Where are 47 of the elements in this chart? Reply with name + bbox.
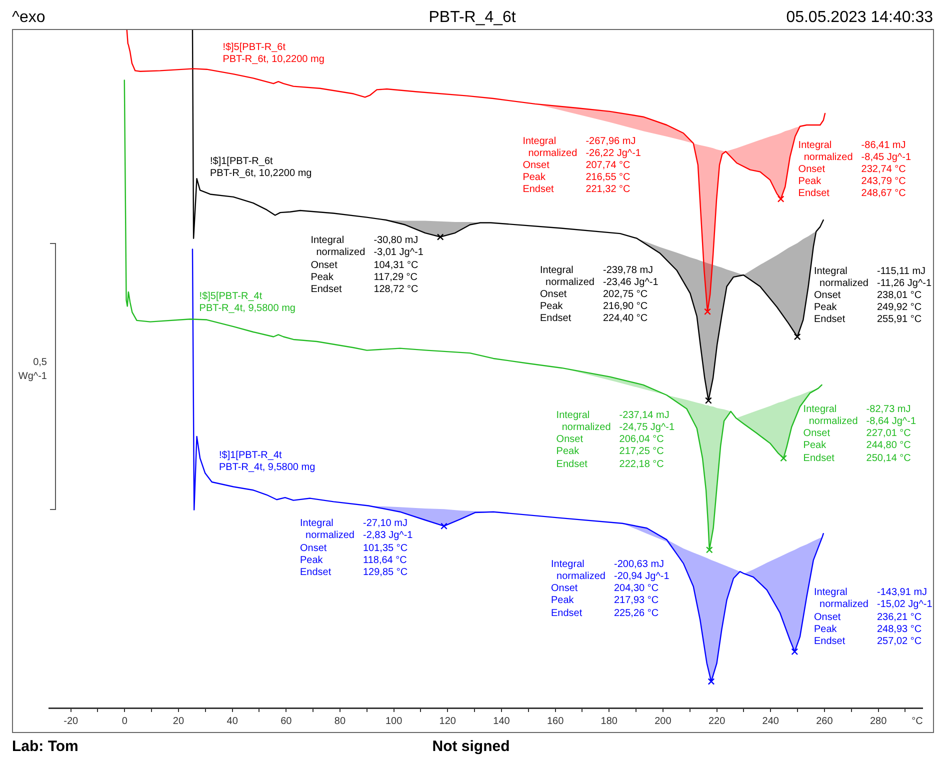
x-tick-label: 40 <box>226 716 238 727</box>
text: Integral -27,10 mJ normalized -2,83 Jg^-1 Onset 101,35 °C Peak 118,64 °C Endset 129,85 °C <box>300 518 413 578</box>
point <box>436 234 444 240</box>
x-tick-label: 20 <box>172 716 184 727</box>
text: Integral -82,73 mJ normalized -8,64 Jg^-1 Onset 227,01 °C Peak 244,80 °C Endset 250,14 °C <box>803 404 916 464</box>
x-tick-label: 0 <box>122 716 128 727</box>
series-label: !$]5[PBT-R_4t PBT-R_4t, 9,5800 mg <box>199 291 296 316</box>
text: Lab: Tom <box>12 738 78 756</box>
point <box>791 648 798 656</box>
y-axis-title: 0,5 Wg^-1 <box>18 356 47 384</box>
series-label: !$]1[PBT-R_6t PBT-R_6t, 10,2200 mg <box>210 156 312 181</box>
text: Not signed <box>432 738 510 756</box>
x-tick-label: 180 <box>600 716 618 727</box>
text: Integral -239,78 mJ normalized -23,46 Jg^-1 Onset 202,75 °C Peak 216,90 °C Endset 224,40 °C <box>540 264 658 324</box>
x-tick-label: -20 <box>64 716 78 727</box>
point <box>777 196 784 202</box>
text: Integral -237,14 mJ normalized -24,75 Jg^-1 Onset 206,04 °C Peak 217,25 °C Endset 222,18 °C <box>556 410 675 470</box>
text: ^exo <box>12 8 46 27</box>
x-axis-title: °C <box>912 716 923 728</box>
point <box>704 308 711 316</box>
x-tick-label: 260 <box>816 716 834 727</box>
x-tick-label: 200 <box>654 716 672 727</box>
text: Integral -115,11 mJ normalized -11,26 Jg^-1 Onset 238,01 °C Peak 249,92 °C Endset 255,91 °C <box>814 266 932 326</box>
text: Integral -30,80 mJ normalized -3,01 Jg^-1 Onset 104,31 °C Peak 117,29 °C Endset 128,72 °C <box>310 235 424 295</box>
x-tick-label: 80 <box>334 716 346 727</box>
text: 05.05.2023 14:40:33 <box>786 8 933 27</box>
series-label: !$]5[PBT-R_6t PBT-R_6t, 10,2200 mg <box>222 42 324 67</box>
chart-title: PBT-R_4_6t <box>428 8 516 27</box>
point <box>440 522 448 530</box>
x-tick-label: 60 <box>280 716 292 727</box>
x-tick-label: 120 <box>439 716 456 727</box>
point <box>706 546 713 554</box>
x-tick-label: 280 <box>870 716 888 727</box>
text: Integral -200,63 mJ normalized -20,94 Jg^-1 Onset 204,30 °C Peak 217,93 °C Endset 225,26 °C <box>551 558 670 619</box>
text: Integral -267,96 mJ normalized -26,22 Jg^-1 Onset 207,74 °C Peak 216,55 °C Endset 221,32 °C <box>522 136 641 196</box>
x-tick-label: 240 <box>762 716 780 727</box>
text: Integral -86,41 mJ normalized -8,45 Jg^-1 Onset 232,74 °C Peak 243,79 °C Endset 248,67 °C <box>798 140 912 200</box>
x-tick-label: 220 <box>708 716 726 727</box>
x-tick-label: 160 <box>546 716 564 727</box>
point <box>794 333 801 340</box>
series-label: !$]1[PBT-R_4t PBT-R_4t, 9,5800 mg <box>219 450 316 474</box>
text: Integral -143,91 mJ normalized -15,02 Jg^-1 Onset 236,21 °C Peak 248,93 °C Endset 257,02 °C <box>814 587 932 647</box>
point <box>708 678 715 685</box>
point <box>780 454 787 462</box>
point <box>705 397 712 404</box>
x-tick-label: 100 <box>385 716 403 727</box>
x-tick-label: 140 <box>493 716 510 727</box>
